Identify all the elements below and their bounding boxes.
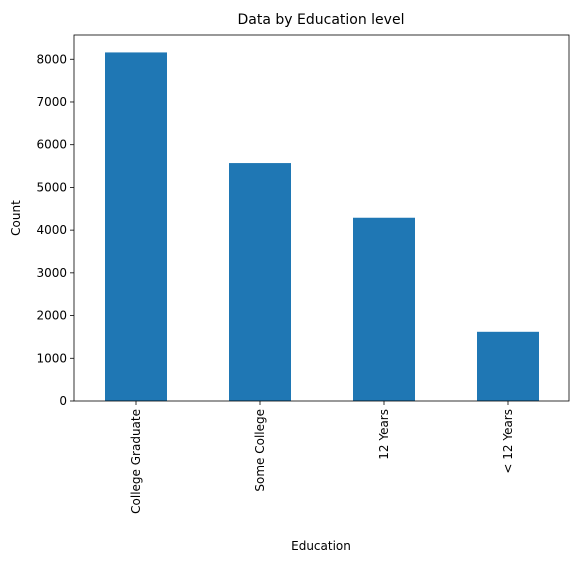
bar-1 [229, 163, 291, 401]
y-tick-label-6: 6000 [36, 138, 67, 152]
x-tick-label-1: Some College [253, 409, 267, 492]
y-axis: 0 1000 2000 3000 4000 5000 6000 7000 8000 [36, 52, 74, 408]
x-tick-label-3: < 12 Years [501, 409, 515, 474]
x-tick-label-0: College Graduate [129, 409, 143, 514]
y-axis-label: Count [9, 200, 23, 236]
bar-2 [353, 217, 415, 401]
y-tick-label-2: 2000 [36, 309, 67, 323]
y-tick-label-1: 1000 [36, 351, 67, 365]
chart-title: Data by Education level [238, 12, 405, 28]
x-axis: College Graduate Some College 12 Years < 12… [129, 401, 515, 514]
y-tick-label-3: 3000 [36, 266, 67, 280]
bar-3 [477, 331, 539, 401]
y-tick-label-4: 4000 [36, 223, 67, 237]
y-tick-label-0: 0 [59, 394, 67, 408]
y-tick-label-8: 8000 [36, 52, 67, 66]
bar-0 [105, 52, 167, 402]
x-axis-label: Education [291, 539, 351, 553]
y-tick-label-5: 5000 [36, 180, 67, 194]
y-tick-label-7: 7000 [36, 95, 67, 109]
bars-group [105, 52, 539, 402]
x-tick-label-2: 12 Years [377, 409, 391, 460]
plot-frame [73, 34, 570, 402]
